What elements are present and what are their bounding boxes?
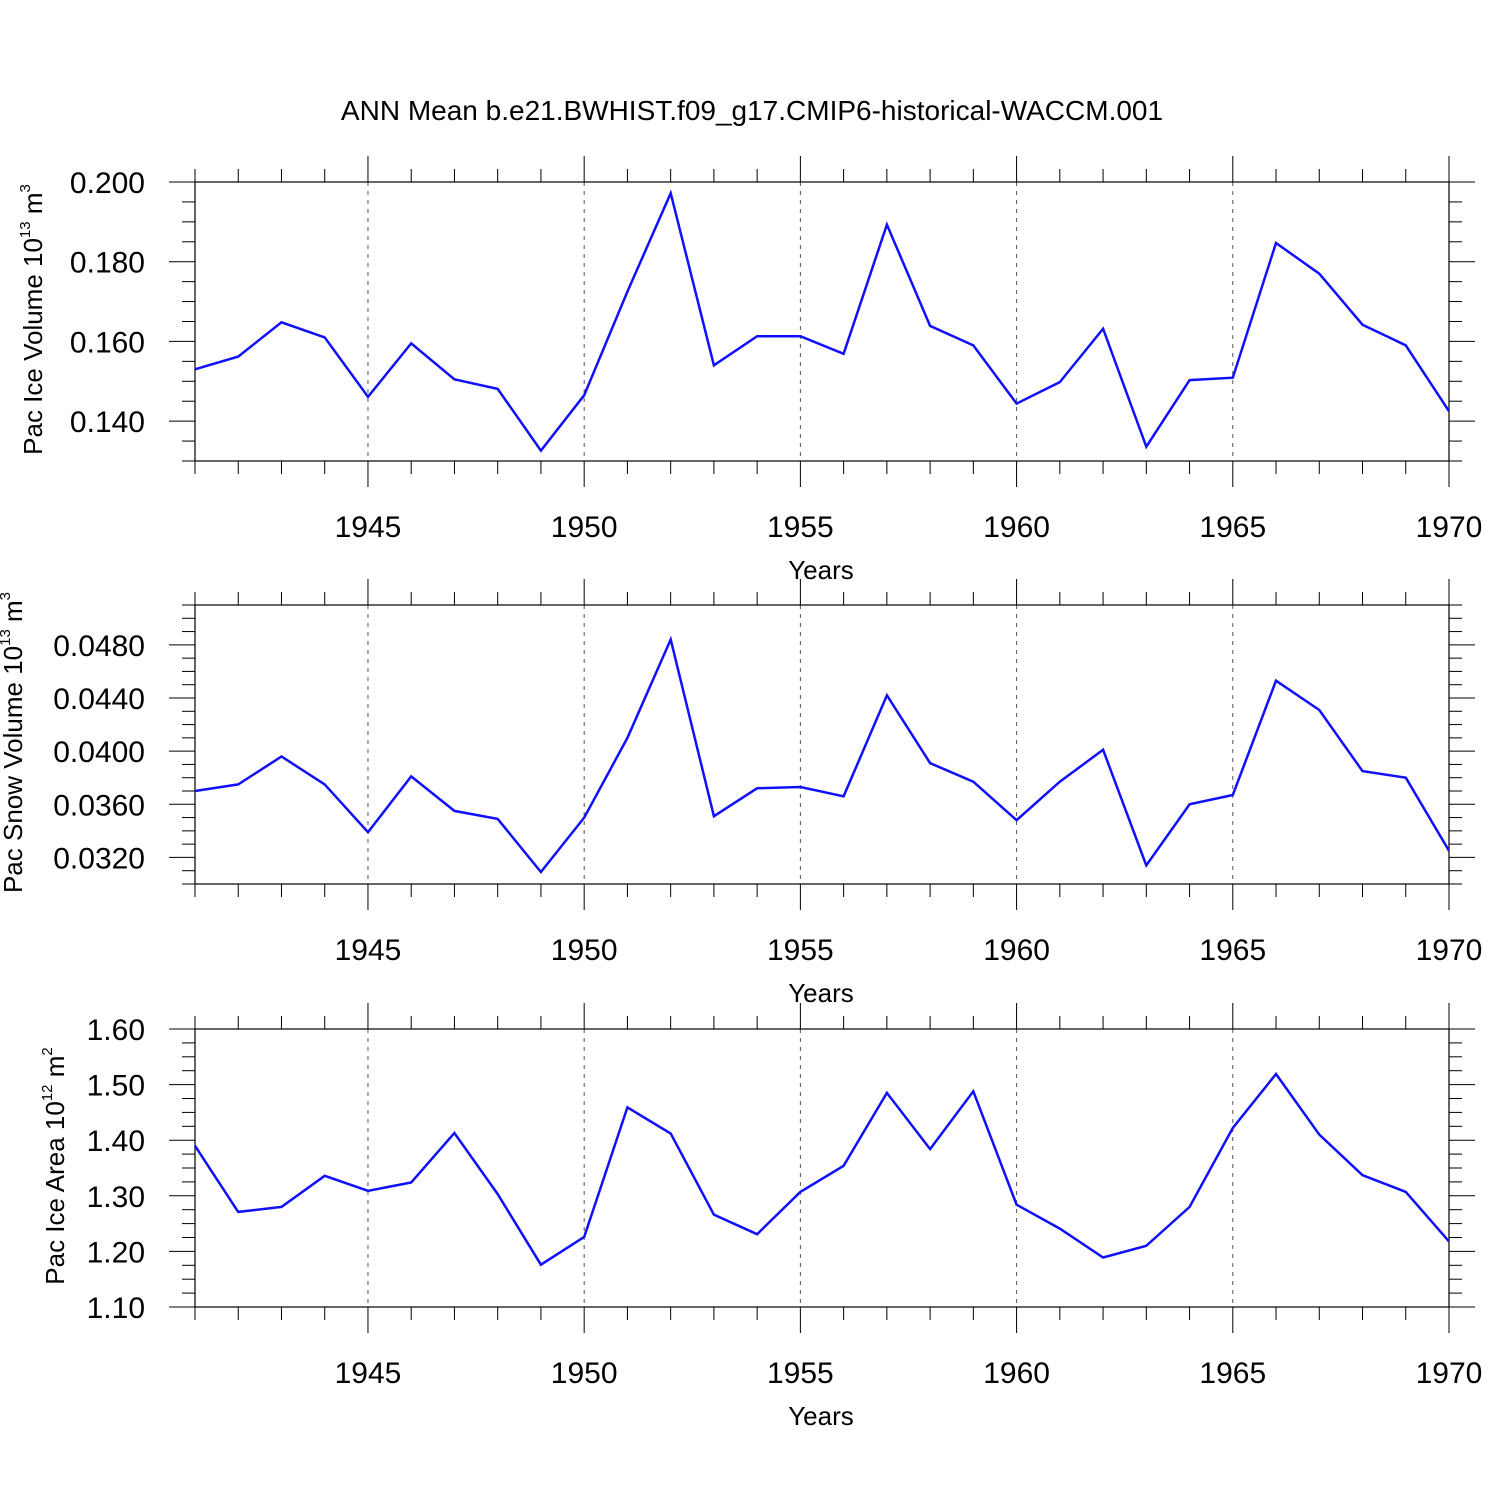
x-axis-label: Years [788, 978, 854, 1008]
y-axis-label-unit-sup: 2 [39, 1047, 56, 1055]
y-axis-label-unit: m [40, 1056, 70, 1085]
chart-panel-2: 0.0320 0.0360 0.0400 0.0440 0.0480 1945 1950 19… [0, 579, 1482, 1008]
x-tick-label: 1970 [1416, 1357, 1483, 1390]
y-axis-label-unit-sup: 3 [17, 184, 34, 192]
plot-frame [194, 604, 1450, 885]
y-tick-label: 0.0320 [53, 842, 145, 875]
x-axis-label: Years [788, 1401, 854, 1431]
y-tick-label: 1.20 [87, 1236, 145, 1269]
y-tick-label: 0.140 [70, 406, 145, 439]
y-tick-label: 0.200 [70, 167, 145, 200]
y-tick-label: 0.180 [70, 247, 145, 280]
x-tick-label: 1965 [1199, 511, 1266, 544]
y-axis-label-text: Pac Ice Volume 10 [18, 238, 48, 455]
x-tick-label: 1950 [551, 1357, 618, 1390]
y-axis-label: Pac Ice Area 1012 m2 [39, 1047, 70, 1284]
y-axis-label-sup: 13 [0, 629, 14, 646]
series-line [193, 1071, 1450, 1267]
x-axis-label: Years [788, 555, 854, 585]
y-tick-label: 1.10 [87, 1292, 145, 1325]
y-tick-label: 0.0440 [53, 683, 145, 716]
x-tick-label: 1960 [983, 511, 1050, 544]
y-axis-label-sup: 13 [17, 221, 34, 238]
y-axis-label: Pac Snow Volume 1013 m3 [0, 592, 28, 893]
x-tick-label: 1945 [335, 934, 402, 967]
x-tick-label: 1965 [1199, 1357, 1266, 1390]
y-tick-label: 0.0360 [53, 789, 145, 822]
y-axis-label-unit-sup: 3 [0, 592, 14, 600]
x-tick-label: 1955 [767, 934, 834, 967]
x-tick-label: 1955 [767, 1357, 834, 1390]
x-tick-label: 1960 [983, 1357, 1050, 1390]
y-tick-label: 0.0400 [53, 736, 145, 769]
y-axis-label-unit: m [18, 192, 48, 221]
figure-title: ANN Mean b.e21.BWHIST.f09_g17.CMIP6-hist… [341, 95, 1163, 126]
plot-frame [194, 1028, 1450, 1308]
chart-panel-3: 1.10 1.20 1.30 1.40 1.50 1.60 1945 1950 1955 1960… [39, 1003, 1482, 1431]
y-axis-label-text: Pac Snow Volume 10 [0, 646, 28, 893]
x-tick-label: 1960 [983, 934, 1050, 967]
x-tick-label: 1965 [1199, 934, 1266, 967]
series-line [194, 189, 1451, 453]
x-tick-label: 1950 [551, 511, 618, 544]
x-tick-label: 1955 [767, 511, 834, 544]
chart-panel-1: 0.140 0.160 0.180 0.200 1945 1950 1955 1960 1965… [17, 156, 1482, 585]
y-tick-label: 0.0480 [53, 630, 145, 663]
plot-frame [194, 181, 1450, 462]
x-tick-label: 1945 [335, 511, 402, 544]
y-tick-label: 1.40 [87, 1125, 145, 1158]
x-tick-label: 1945 [335, 1357, 402, 1390]
y-tick-label: 1.60 [87, 1014, 145, 1047]
y-axis-label-text: Pac Ice Area 10 [40, 1101, 70, 1285]
y-tick-label: 1.30 [87, 1181, 145, 1214]
panels: 0.140 0.160 0.180 0.200 1945 1950 1955 1960 1965… [0, 156, 1482, 1431]
x-tick-label: 1970 [1416, 511, 1483, 544]
x-tick-label: 1950 [551, 934, 618, 967]
y-axis-label: Pac Ice Volume 1013 m3 [17, 184, 48, 455]
y-tick-label: 1.50 [87, 1070, 145, 1103]
y-tick-label: 0.160 [70, 326, 145, 359]
y-axis-label-unit: m [0, 600, 28, 629]
y-axis-label-sup: 12 [39, 1084, 56, 1101]
x-tick-label: 1970 [1416, 934, 1483, 967]
series-line [194, 635, 1451, 874]
